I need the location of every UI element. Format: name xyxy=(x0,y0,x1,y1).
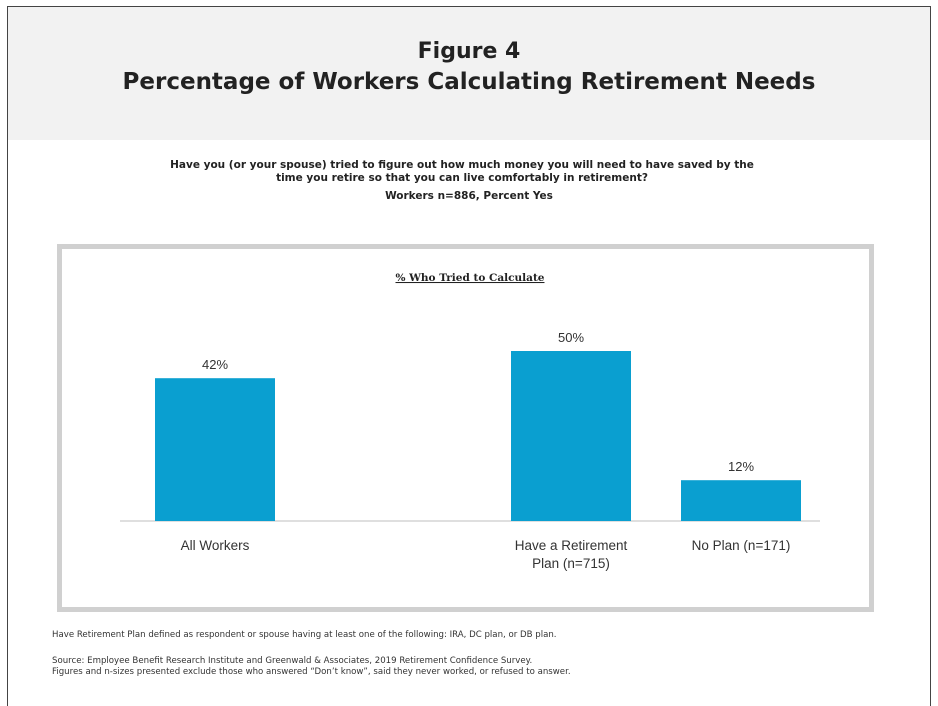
survey-question-line2: time you retire so that you can live com… xyxy=(276,172,648,184)
category-label-0-line-0: All Workers xyxy=(181,538,250,553)
figure-title: Percentage of Workers Calculating Retire… xyxy=(122,69,816,95)
chart-box: % Who Tried to Calculate 42% All Workers 5… xyxy=(57,244,874,612)
category-label-1-line-1: Plan (n=715) xyxy=(532,556,610,571)
bar-0 xyxy=(155,378,275,521)
bar-value-label-1: 50% xyxy=(558,330,584,345)
bar-value-label-2: 12% xyxy=(728,459,754,474)
category-label-2-line-0: No Plan (n=171) xyxy=(692,538,791,553)
footnote-plan-definition: Have Retirement Plan defined as responde… xyxy=(52,630,557,640)
survey-question-line1: Have you (or your spouse) tried to figur… xyxy=(170,159,754,171)
figure-header: Figure 4 Percentage of Workers Calculati… xyxy=(8,7,930,140)
footnote-source: Source: Employee Benefit Research Instit… xyxy=(52,656,533,666)
figure-number: Figure 4 xyxy=(417,39,521,64)
sample-note: Workers n=886, Percent Yes xyxy=(385,190,553,202)
bar-1 xyxy=(511,351,631,521)
survey-question: Have you (or your spouse) tried to figur… xyxy=(150,159,774,185)
footnote-exclusions: Figures and n-sizes presented exclude th… xyxy=(52,667,571,677)
bar-value-label-0: 42% xyxy=(202,357,228,372)
category-label-1-line-0: Have a Retirement xyxy=(515,538,628,553)
bar-2 xyxy=(681,480,801,521)
chart-title: % Who Tried to Calculate xyxy=(396,272,545,284)
bar-chart: % Who Tried to Calculate 42% All Workers 5… xyxy=(120,272,820,571)
